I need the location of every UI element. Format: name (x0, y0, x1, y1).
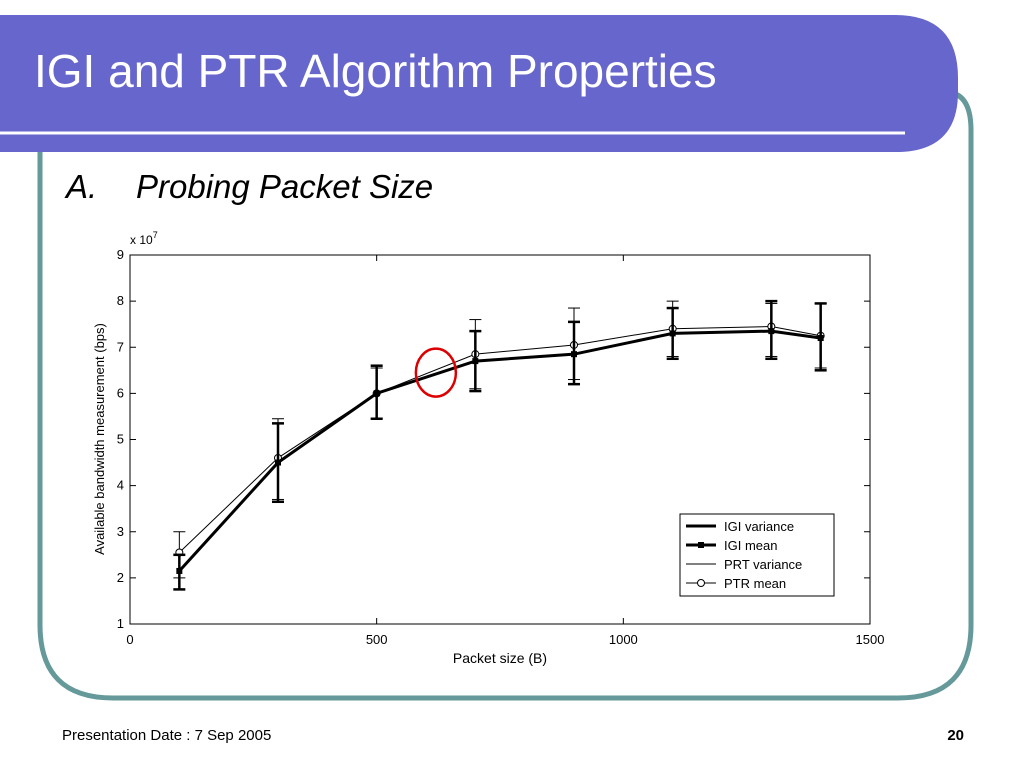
page-number: 20 (947, 727, 964, 744)
x-axis-label: Packet size (B) (453, 650, 547, 666)
legend-marker-ptr-mean (697, 579, 705, 587)
y-tick-label: 4 (117, 478, 124, 493)
chart-legend: IGI variance IGI mean PRT variance PTR m… (679, 513, 835, 597)
axis-ticks: 0 500 1000 1500 1 2 3 4 5 6 7 8 9 (117, 247, 885, 647)
content-border (37, 89, 974, 701)
x-tick-label: 1500 (856, 632, 885, 647)
data-point-igi-mean (176, 567, 183, 574)
legend-marker-igi-mean (698, 542, 704, 548)
y-tick-label: 9 (117, 247, 124, 262)
y-tick-label: 2 (117, 570, 124, 585)
legend-label-igi-variance: IGI variance (724, 519, 794, 534)
data-point-igi-mean (669, 330, 676, 337)
y-tick-label: 3 (117, 524, 124, 539)
series-layer (173, 299, 827, 591)
y-tick-label: 5 (117, 432, 124, 447)
subtitle-text: Probing Packet Size (136, 168, 434, 205)
bandwidth-chart: 0 500 1000 1500 1 2 3 4 5 6 7 8 9 x 107 Packet size … (92, 230, 885, 666)
x-tick-label: 0 (126, 632, 133, 647)
subtitle-number: A. (66, 168, 98, 205)
y-tick-label: 1 (117, 616, 124, 631)
section-subtitle: A. Probing Packet Size (66, 168, 433, 206)
y-axis-label: Available bandwidth measurement (bps) (92, 323, 107, 555)
header-banner (0, 0, 958, 152)
legend-label-ptr-mean: PTR mean (724, 576, 786, 591)
legend-label-prt-variance: PRT variance (724, 557, 802, 572)
slide-title: IGI and PTR Algorithm Properties (34, 45, 717, 97)
legend-box (679, 513, 835, 597)
y-tick-label: 6 (117, 385, 124, 400)
x-tick-label: 500 (366, 632, 388, 647)
y-multiplier-exponent: 7 (153, 230, 158, 240)
footer-presentation-date: Presentation Date : 7 Sep 2005 (62, 727, 272, 744)
data-point-igi-mean (472, 358, 479, 365)
y-multiplier: x 107 (130, 230, 158, 247)
data-point-igi-mean (817, 335, 824, 342)
data-point-igi-mean (373, 390, 380, 397)
series-line-igi-mean (178, 329, 821, 572)
series-line-ptr-mean (178, 325, 821, 553)
y-tick-label: 8 (117, 293, 124, 308)
data-point-igi-mean (571, 351, 577, 358)
y-tick-label: 7 (117, 339, 124, 354)
data-point-igi-mean (768, 328, 775, 335)
highlight-circle (414, 347, 458, 398)
x-tick-label: 1000 (609, 632, 638, 647)
data-point-igi-mean (275, 459, 281, 466)
legend-label-igi-mean: IGI mean (724, 538, 777, 553)
